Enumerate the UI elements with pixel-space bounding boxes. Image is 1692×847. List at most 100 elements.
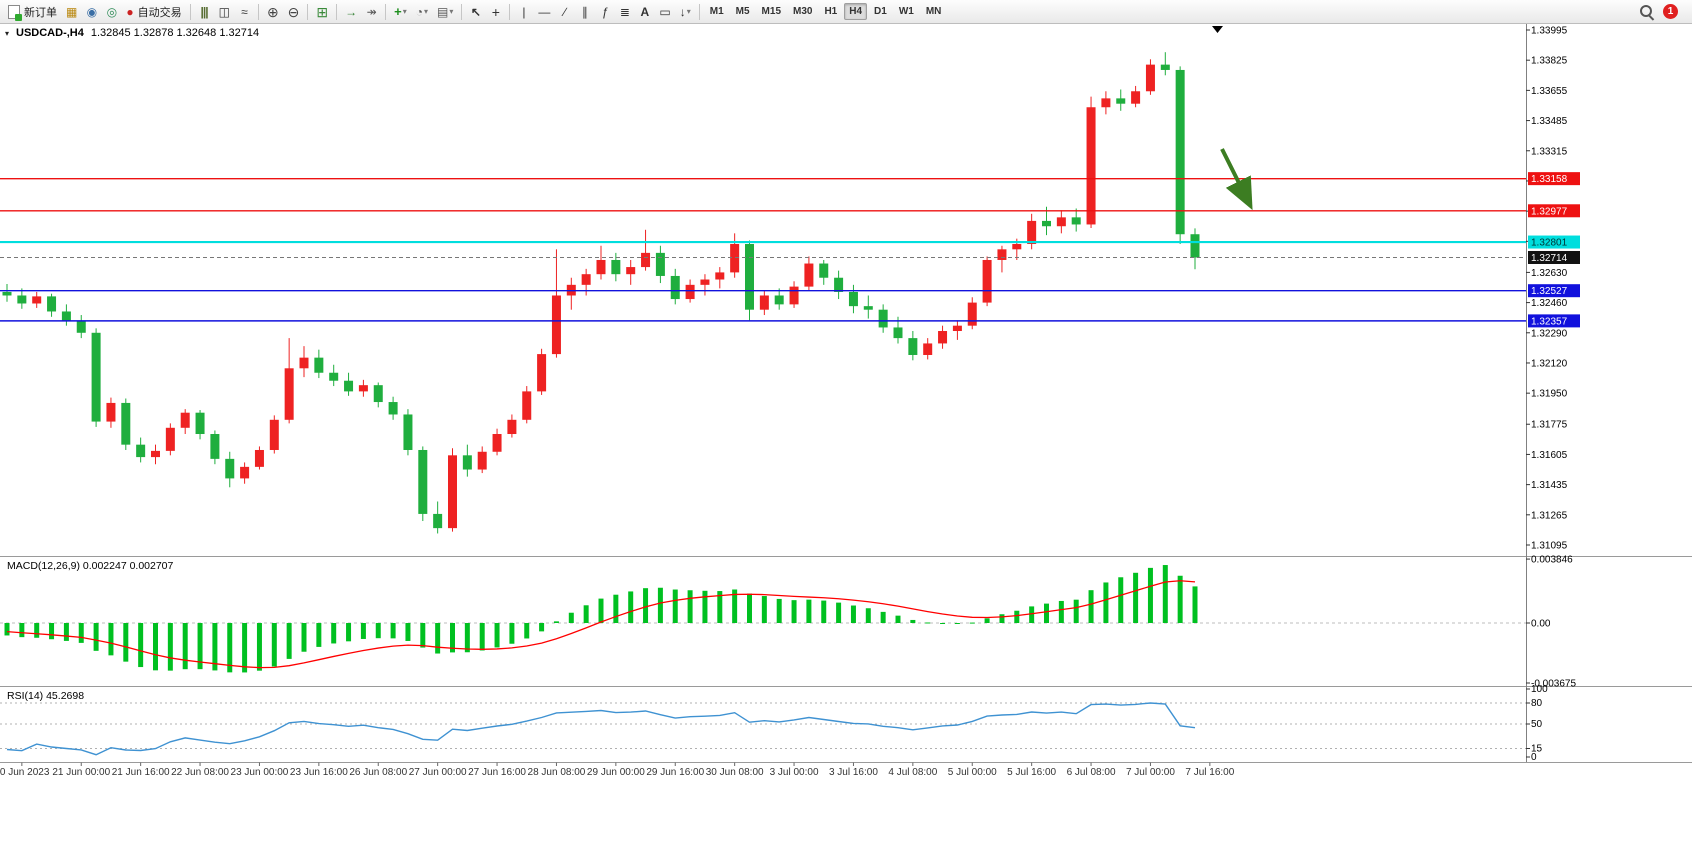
price-tick-label: 1.31095 (1531, 540, 1568, 551)
line-chart-icon: ≈ (241, 4, 248, 19)
price-tick-label: 1.33315 (1531, 146, 1568, 157)
new-order-icon (8, 4, 22, 21)
crosshair-icon: + (491, 3, 500, 20)
macd-indicator-label: MACD(12,26,9) 0.002247 0.002707 (7, 560, 174, 572)
chevron-down-icon: ▾ (449, 7, 454, 16)
toolbar-separator (461, 3, 463, 20)
toolbar-separator (189, 3, 191, 20)
chevron-down-icon: ▾ (424, 7, 429, 16)
toolbar: 新订单 ▦ ◉ ◎ ● 自动交易 ||| ◫ ≈ ⊕ ⊖ ⊞ → ↠ + ▾ ◔ ▾… (0, 0, 1692, 24)
price-line-label: 1.32977 (1528, 204, 1580, 218)
toolbar-separator (336, 3, 338, 20)
price-tick-label: 1.31435 (1531, 480, 1568, 491)
timeframe-H4[interactable]: H4 (844, 3, 868, 20)
price-tick-label: 1.33825 (1531, 56, 1568, 67)
auto-scroll-icon: → (345, 4, 358, 19)
fibonacci-tool-button[interactable]: ƒ (595, 2, 614, 21)
indicators-button[interactable]: + ▾ (390, 2, 411, 21)
chart-canvas[interactable]: 1.33995 1.33825 1.33655 1.33485 1.33315 1.331… (0, 23, 1692, 847)
search-button[interactable] (1635, 2, 1658, 21)
price-line-label: 1.32801 (1528, 235, 1580, 249)
autotrade-button[interactable]: ● 自动交易 (122, 2, 185, 21)
profile-button[interactable]: ◉ (82, 2, 101, 21)
tile-windows-button[interactable]: ⊞ (312, 2, 332, 21)
zoom-in-button[interactable]: ⊕ (263, 2, 283, 21)
price-tick-label: 1.33485 (1531, 116, 1568, 127)
new-chart-button[interactable]: ▦ (62, 2, 81, 21)
vertical-line-tool-button[interactable]: | (514, 2, 533, 21)
date-tick-label: 3 Jul 16:00 (829, 767, 878, 778)
arrows-tool-button[interactable]: ↓ ▾ (676, 2, 695, 21)
timeframe-toolbar: M1 M5 M15 M30 H1 H4 D1 W1 MN (704, 3, 948, 20)
chart-shift-button[interactable]: ↠ (362, 2, 381, 21)
date-tick-label: 21 Jun 00:00 (52, 767, 110, 778)
candlestick-type-button[interactable]: ◫ (215, 2, 234, 21)
price-tick-label: 1.31605 (1531, 450, 1568, 461)
horizontal-line-tool-button[interactable]: — (534, 2, 554, 21)
chart-shift-icon: ↠ (366, 4, 377, 19)
price-line-label: 1.33158 (1528, 172, 1580, 186)
svg-text:1.32977: 1.32977 (1531, 206, 1568, 217)
macd-signal-line (6, 580, 1196, 669)
price-tick-label: 1.31265 (1531, 510, 1568, 521)
price-tick-label: 1.31950 (1531, 389, 1568, 400)
date-tick-label: 26 Jun 08:00 (349, 767, 407, 778)
timeframe-M15[interactable]: M15 (757, 3, 786, 20)
timeframe-W1[interactable]: W1 (894, 3, 919, 20)
crosshair-tool-button[interactable]: + (486, 2, 505, 21)
periods-button[interactable]: ◔ ▾ (412, 2, 432, 21)
user-icon: ◉ (86, 4, 98, 19)
gann-tool-button[interactable]: ≣ (615, 2, 634, 21)
price-tick-label: 1.32460 (1531, 298, 1568, 309)
autotrade-label: 自动交易 (137, 6, 182, 19)
template-icon: ▤ (437, 4, 449, 19)
toolbar-separator (257, 3, 259, 20)
tile-windows-icon: ⊞ (316, 3, 329, 20)
annotation-arrow[interactable] (1220, 148, 1253, 211)
text-label-tool-button[interactable]: ▭ (655, 2, 674, 21)
price-tick-label: 1.32290 (1531, 328, 1568, 339)
rsi-tick-label: 100 (1531, 684, 1548, 695)
trendline-tool-button[interactable]: ∕ (555, 2, 574, 21)
text-tool-button[interactable]: A (635, 2, 654, 21)
symbol-dropdown-icon[interactable]: ▾ (5, 28, 10, 38)
date-tick-label: 28 Jun 08:00 (528, 767, 586, 778)
notification-badge[interactable]: 1 (1663, 4, 1678, 19)
community-button[interactable]: ◎ (102, 2, 121, 21)
clock-icon: ◔ (415, 4, 423, 19)
timeframe-D1[interactable]: D1 (869, 3, 892, 20)
date-tick-label: 27 Jun 00:00 (409, 767, 467, 778)
templates-button[interactable]: ▤ ▾ (433, 2, 457, 21)
date-tick-label: 5 Jul 00:00 (948, 767, 997, 778)
toolbar-separator (385, 3, 387, 20)
chart-window: 1.33995 1.33825 1.33655 1.33485 1.33315 1.331… (0, 23, 1692, 847)
timeframe-M30[interactable]: M30 (788, 3, 817, 20)
timeframe-MN[interactable]: MN (921, 3, 947, 20)
price-line-label: 1.32527 (1528, 284, 1580, 298)
vertical-line-icon: | (522, 4, 526, 19)
cursor-icon: ↖ (470, 4, 481, 19)
channel-icon: ∥ (581, 4, 588, 19)
rsi-tick-label: 80 (1531, 698, 1543, 709)
new-order-button[interactable]: 新订单 (4, 2, 61, 21)
rsi-tick-label: 15 (1531, 744, 1543, 755)
date-tick-label: 30 Jun 08:00 (706, 767, 764, 778)
zoom-out-button[interactable]: ⊖ (284, 2, 304, 21)
date-tick-label: 20 Jun 2023 (0, 767, 50, 778)
auto-scroll-button[interactable]: → (341, 2, 361, 21)
timeframe-M5[interactable]: M5 (731, 3, 755, 20)
channel-tool-button[interactable]: ∥ (575, 2, 594, 21)
date-tick-label: 3 Jul 00:00 (770, 767, 819, 778)
trendline-icon: ∕ (563, 4, 566, 19)
price-tick-label: 1.33995 (1531, 26, 1568, 37)
bar-chart-type-button[interactable]: ||| (195, 2, 214, 21)
rsi-indicator-label: RSI(14) 45.2698 (7, 690, 85, 702)
timeframe-H1[interactable]: H1 (819, 3, 842, 20)
cursor-tool-button[interactable]: ↖ (466, 2, 485, 21)
zoom-out-icon: ⊖ (287, 3, 300, 20)
shift-marker-icon[interactable] (1212, 26, 1223, 33)
candlestick-icon: ◫ (218, 4, 230, 19)
timeframe-M1[interactable]: M1 (705, 3, 729, 20)
line-chart-type-button[interactable]: ≈ (235, 2, 254, 21)
